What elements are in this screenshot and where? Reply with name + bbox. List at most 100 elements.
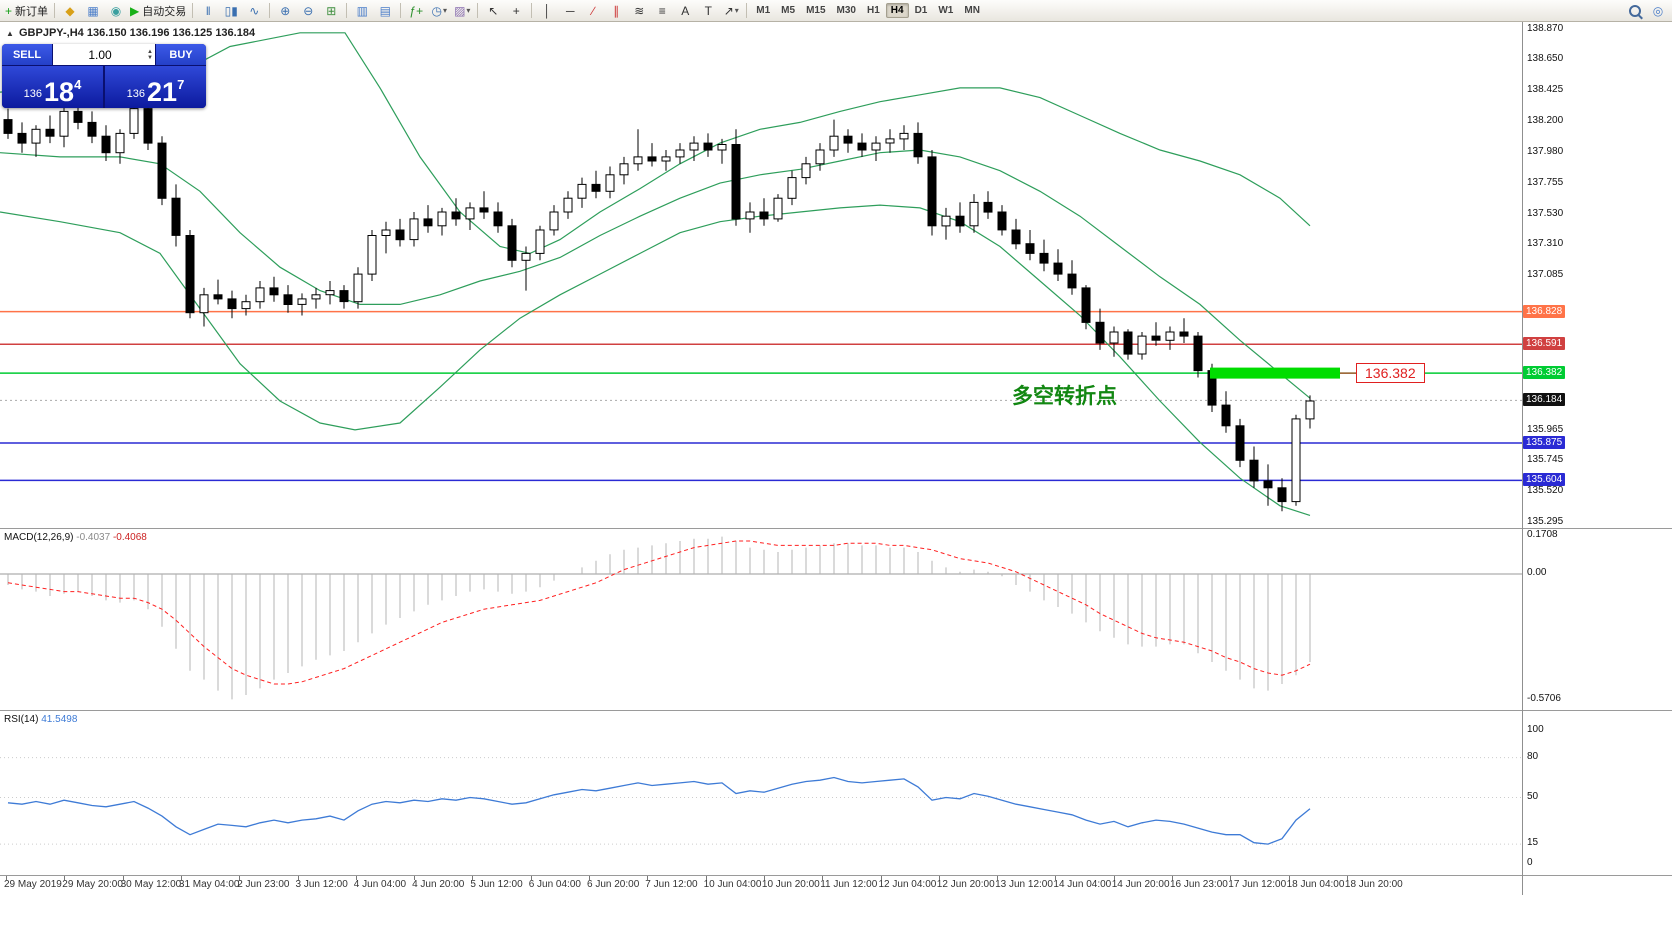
time-axis-tick <box>64 876 66 880</box>
horizontal-line-button[interactable]: ─ <box>559 2 581 20</box>
zoom-in-button[interactable]: ⊕ <box>274 2 296 20</box>
cascade-windows-button[interactable]: ▤ <box>374 2 396 20</box>
shapes-button[interactable]: ≡ <box>651 2 673 20</box>
label-icon: T <box>704 3 712 18</box>
time-axis-label: 10 Jun 04:00 <box>703 879 762 890</box>
vertical-line-button[interactable]: │ <box>536 2 558 20</box>
indicators-icon: ƒ+ <box>409 3 424 18</box>
symbol-collapse-icon[interactable]: ▲ <box>6 29 14 38</box>
magnifier-icon <box>1629 4 1641 17</box>
timeframe-h1-button[interactable]: H1 <box>866 5 880 16</box>
toolbar-separator <box>192 3 194 18</box>
time-axis-tick <box>880 876 882 880</box>
sell-price-display[interactable]: 136 18 4 <box>2 66 103 108</box>
price-axis-tag: 135.604 <box>1523 473 1566 487</box>
periods-button[interactable]: ◷ ▾ <box>428 2 450 20</box>
zoom-out-button[interactable]: ⊖ <box>297 2 319 20</box>
volume-down-icon[interactable]: ▼ <box>147 54 153 61</box>
price-chart-pane[interactable]: ▲ GBPJPY-,H4 136.150 136.196 136.125 136… <box>0 22 1522 528</box>
price-axis-label: 135.745 <box>1527 453 1564 465</box>
timeframe-w1-button[interactable]: W1 <box>938 5 954 16</box>
templates-dropdown-icon[interactable]: ▾ <box>466 6 471 15</box>
metaeditor-button[interactable]: ◆ <box>59 2 81 20</box>
candles <box>3 101 1315 512</box>
arrows-button[interactable]: ↗ ▾ <box>720 2 742 20</box>
toolbar-separator <box>400 3 402 18</box>
timeframe-mn-button[interactable]: MN <box>964 5 980 16</box>
periods-dropdown-icon[interactable]: ▾ <box>442 6 447 15</box>
label-button[interactable]: T <box>697 2 719 20</box>
trade-panel-divider <box>103 66 105 108</box>
volume-field[interactable]: ▲ ▼ <box>52 44 156 65</box>
price-axis-tag: 135.875 <box>1523 436 1566 449</box>
fibonacci-button[interactable]: ≋ <box>628 2 650 20</box>
autotrading-button[interactable]: ▶ 自动交易 <box>128 2 188 20</box>
candlestick-chart-icon: ▯▮ <box>224 3 238 18</box>
line-chart-button[interactable]: ∿ <box>243 2 265 20</box>
channel-icon: ∥ <box>613 3 620 18</box>
price-axis-label: 138.650 <box>1527 53 1564 65</box>
pane-separator[interactable] <box>0 528 1672 529</box>
sell-button[interactable]: SELL <box>2 44 52 65</box>
rsi-axis-label: 80 <box>1527 750 1539 762</box>
pane-separator[interactable] <box>0 710 1672 711</box>
new-order-icon: + <box>5 3 13 18</box>
buy-price-display[interactable]: 136 21 7 <box>105 66 206 108</box>
rsi-line <box>7 776 1311 845</box>
grid-button[interactable]: ⊞ <box>320 2 342 20</box>
candlestick-chart-button[interactable]: ▯▮ <box>220 2 242 20</box>
price-axis-label: 135.520 <box>1527 484 1564 496</box>
text-button[interactable]: A <box>674 2 696 20</box>
price-axis-label: 137.755 <box>1527 176 1564 188</box>
buy-price-small: 136 <box>126 88 146 100</box>
help-icon: ◎ <box>1652 3 1664 18</box>
volume-up-icon[interactable]: ▲ <box>147 48 153 55</box>
price-axis-tag: 136.591 <box>1523 337 1566 351</box>
timeframe-m1-button[interactable]: M1 <box>756 5 771 16</box>
sell-price-big: 18 <box>44 77 75 108</box>
timeframe-h4-button[interactable]: H4 <box>885 3 909 18</box>
trendline-button[interactable]: ∕ <box>582 2 604 20</box>
timeframe-m15-button[interactable]: M15 <box>806 5 826 16</box>
indicators-button[interactable]: ƒ+ <box>405 2 427 20</box>
channel-button[interactable]: ∥ <box>605 2 627 20</box>
market-watch-button[interactable]: ▦ <box>82 2 104 20</box>
time-axis-label: 4 Jun 04:00 <box>353 879 407 890</box>
buy-price-big: 21 <box>147 77 178 108</box>
price-callout[interactable]: 136.382 <box>1356 363 1425 383</box>
data-window-button[interactable]: ◉ <box>105 2 127 20</box>
cursor-button[interactable]: ↖ <box>482 2 504 20</box>
bar-chart-button[interactable]: ‖ <box>197 2 219 20</box>
price-axis-label: 138.425 <box>1527 84 1564 96</box>
price-axis-label: 137.980 <box>1527 145 1564 157</box>
buy-button[interactable]: BUY <box>156 44 206 65</box>
volume-input[interactable] <box>53 46 148 63</box>
timeframe-m30-button[interactable]: M30 <box>836 5 856 16</box>
time-axis-tick <box>6 876 7 880</box>
templates-button[interactable]: ▨ ▾ <box>451 2 473 20</box>
tile-windows-button[interactable]: ▥ <box>351 2 373 20</box>
macd-axis-label: 0.1708 <box>1527 529 1558 541</box>
crosshair-button[interactable]: + <box>505 2 527 20</box>
time-axis-label: 3 Jun 12:00 <box>295 879 348 890</box>
search-button[interactable] <box>1624 2 1646 20</box>
time-axis-tick <box>297 876 299 880</box>
time-axis-tick <box>1346 876 1348 880</box>
time-axis-label: 29 May 20:00 <box>62 879 123 890</box>
bollinger-lower <box>0 204 1311 516</box>
trendline-icon: ∕ <box>592 3 595 18</box>
timeframe-d1-button[interactable]: D1 <box>914 5 928 16</box>
time-axis-label: 10 Jun 20:00 <box>761 879 820 890</box>
rsi-pane[interactable]: RSI(14) 41.5498 <box>0 711 1522 875</box>
timeframe-m5-button[interactable]: M5 <box>781 5 796 16</box>
new-order-button[interactable]: + 新订单 <box>3 2 50 20</box>
arrows-dropdown-icon[interactable]: ▾ <box>734 6 739 15</box>
turning-point-rect[interactable] <box>1210 367 1340 379</box>
toolbar-separator <box>746 3 748 18</box>
autotrading-icon: ▶ <box>130 3 140 18</box>
macd-pane[interactable]: MACD(12,26,9) -0.4037 -0.4068 <box>0 529 1522 710</box>
data-window-icon: ◉ <box>110 3 122 18</box>
sell-price-sup: 4 <box>74 77 82 92</box>
time-axis-tick <box>1055 876 1057 880</box>
help-button[interactable]: ◎ <box>1647 2 1669 20</box>
